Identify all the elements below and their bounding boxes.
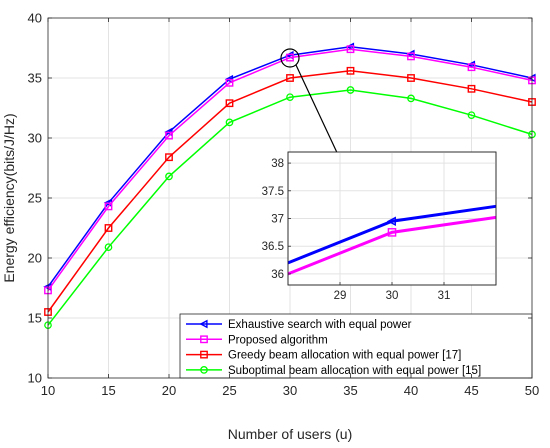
legend-label: Exhaustive search with equal power — [228, 319, 412, 331]
inset-y-tick-label: 38 — [271, 158, 284, 170]
inset-chart: 29 30 31 36 36.5 37 37.5 38 — [262, 151, 497, 302]
series-line — [47, 46, 533, 288]
inset-y-tick-label: 36.5 — [262, 241, 284, 253]
data-point — [225, 99, 234, 108]
x-tick-label: 20 — [162, 383, 176, 398]
inset-tick-labels: 29 30 31 36 36.5 37 37.5 38 — [262, 158, 451, 302]
data-point — [225, 78, 234, 87]
data-point — [225, 118, 234, 127]
series-line — [47, 48, 533, 291]
inset-x-tick-label: 31 — [438, 290, 451, 302]
series-line — [47, 70, 533, 313]
zoom-circle — [280, 48, 300, 68]
legend-swatch-marker — [200, 350, 208, 359]
data-point — [346, 86, 355, 94]
x-tick-label: 30 — [283, 383, 297, 398]
inset-data-point — [386, 216, 396, 227]
y-tick-label: 40 — [28, 11, 42, 26]
y-tick-label: 35 — [28, 71, 42, 86]
inset-series-layer — [287, 204, 497, 276]
legend-item-4: Suboptimal beam allocation with equal po… — [186, 365, 481, 377]
data-point — [104, 202, 113, 211]
data-point — [286, 53, 294, 62]
legend: Exhaustive search with equal power Propos… — [179, 313, 533, 379]
y-tick-label: 30 — [28, 131, 42, 146]
y-tick-label: 10 — [28, 371, 42, 386]
data-point — [165, 131, 173, 140]
inset-grid — [288, 152, 496, 285]
data-point — [165, 172, 173, 181]
y-tick-label: 20 — [28, 251, 42, 266]
data-point — [346, 66, 355, 75]
legend-item-1: Exhaustive search with equal power — [186, 319, 412, 331]
legend-label: Proposed algorithm — [228, 334, 328, 346]
inset-x-tick-label: 30 — [386, 290, 399, 302]
series-4 — [44, 86, 536, 330]
data-point — [104, 224, 113, 232]
legend-item-2: Proposed algorithm — [186, 334, 328, 346]
data-point — [286, 74, 294, 82]
data-point — [407, 74, 415, 82]
data-point — [286, 93, 294, 102]
x-tick-label: 15 — [101, 383, 115, 398]
inset-y-tick-label: 37 — [271, 214, 284, 226]
inset-frame-top — [287, 151, 497, 286]
y-tick-label: 15 — [28, 311, 42, 326]
y-axis-label: Energy efficiency(bits/J/Hz) — [1, 113, 17, 282]
y-tick-label: 25 — [28, 191, 42, 206]
data-point — [346, 45, 355, 54]
inset-data-point — [387, 228, 397, 237]
inset-y-tick-label: 36 — [271, 269, 284, 281]
data-point — [467, 84, 476, 93]
legend-label: Greedy beam allocation with equal power … — [228, 350, 461, 362]
x-tick-label: 35 — [343, 383, 357, 398]
legend-swatch-marker — [200, 366, 208, 374]
legend-swatch-marker — [200, 335, 208, 344]
x-axis-label: Number of users (u) — [228, 426, 352, 442]
inset-y-tick-label: 37.5 — [262, 186, 284, 198]
series-line — [47, 89, 533, 326]
data-point — [165, 153, 173, 162]
legend-label: Suboptimal beam allocation with equal po… — [228, 365, 481, 377]
data-point — [407, 94, 415, 103]
tick-labels: 10 15 20 25 30 35 40 45 50 10 15 20 25 30 35 40 — [28, 11, 540, 399]
x-tick-label: 10 — [41, 383, 55, 398]
x-tick-label: 50 — [525, 383, 539, 398]
legend-box — [179, 313, 533, 379]
x-tick-label: 25 — [222, 383, 236, 398]
data-point — [104, 243, 113, 252]
x-tick-label: 40 — [404, 383, 418, 398]
x-tick-label: 45 — [464, 383, 478, 398]
data-point — [467, 111, 476, 120]
data-point — [407, 52, 415, 61]
data-point — [467, 63, 476, 72]
legend-item-3: Greedy beam allocation with equal power … — [186, 350, 461, 362]
inset-series-line — [287, 215, 497, 276]
inset-x-tick-label: 29 — [334, 290, 347, 302]
legend-swatch-marker — [199, 319, 208, 329]
inset-series-line — [287, 204, 497, 265]
